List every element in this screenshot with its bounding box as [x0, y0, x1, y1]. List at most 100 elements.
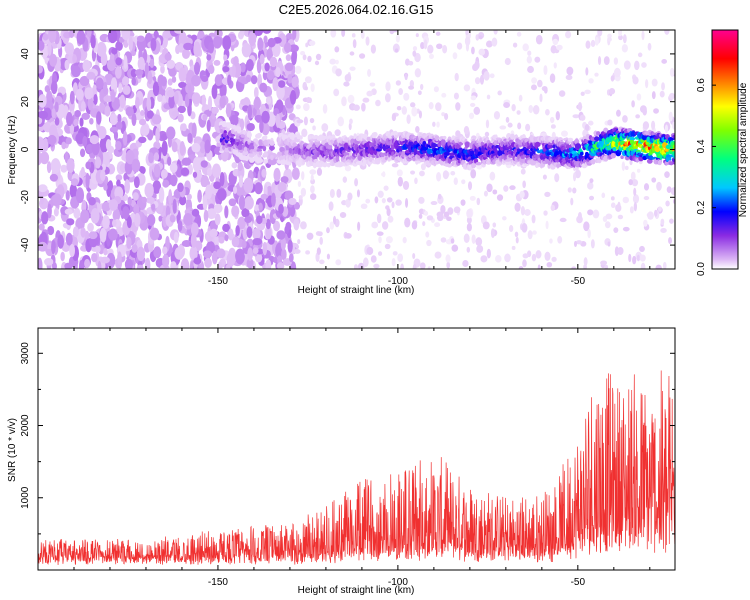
heatmap-cell [450, 170, 456, 176]
heatmap-cell [200, 160, 208, 168]
heatmap-cell [489, 73, 495, 79]
heatmap-cell [341, 30, 346, 37]
heatmap-cell [211, 250, 218, 265]
heatmap-cell [442, 170, 449, 180]
heatmap-cell [181, 240, 192, 247]
heatmap-cell [429, 53, 434, 60]
heatmap-cell [271, 192, 276, 207]
heatmap-cell [140, 109, 145, 117]
heatmap-cell [257, 37, 264, 52]
heatmap-cell [151, 203, 156, 211]
heatmap-cell [329, 58, 336, 65]
heatmap-cell [102, 81, 108, 95]
heatmap-cell [284, 62, 294, 72]
heatmap-cell [265, 226, 272, 240]
heatmap-cell [641, 30, 645, 41]
heatmap-cell [167, 78, 173, 86]
heatmap-cell [38, 257, 43, 269]
heatmap-cell [304, 86, 308, 91]
heatmap-cell [97, 126, 107, 139]
heatmap-cell [253, 96, 261, 111]
heatmap-cell [539, 93, 543, 103]
heatmap-cell [47, 225, 55, 236]
colorbar-axes: 0.0 0.2 0.4 0.6 [696, 78, 716, 276]
heatmap-cell [280, 236, 286, 251]
heatmap-cell [490, 228, 495, 239]
heatmap-cell [190, 111, 196, 120]
heatmap-cell [347, 94, 355, 104]
heatmap-cell [119, 94, 126, 109]
chart-title: C2E5.2026.064.02.16.G15 [279, 2, 434, 17]
heatmap-cell [309, 118, 315, 124]
heatmap-cell [115, 140, 122, 151]
heatmap-cell [464, 141, 470, 148]
heatmap-cell [462, 259, 469, 268]
heatmap-cell [47, 203, 52, 219]
heatmap-cell [470, 102, 476, 108]
heatmap-cell [202, 195, 208, 211]
heatmap-cell [502, 216, 507, 221]
heatmap-cell [391, 113, 397, 122]
heatmap-cell [292, 142, 297, 147]
heatmap-cell [65, 232, 73, 246]
heatmap-cell [133, 203, 140, 215]
heatmap-cell [537, 79, 543, 88]
heatmap-cell [224, 234, 229, 242]
heatmap-cell [147, 65, 157, 72]
heatmap-cell [519, 190, 525, 199]
heatmap-cell [41, 211, 49, 225]
heatmap-cell [309, 40, 316, 46]
heatmap-cell [87, 222, 94, 232]
heatmap-cell [60, 164, 68, 173]
heatmap-cell [275, 67, 281, 78]
heatmap-cell [78, 259, 85, 269]
y-tick-label: 2000 [20, 414, 31, 437]
heatmap-cell [284, 190, 294, 201]
heatmap-cell [38, 241, 48, 252]
heatmap-cell [213, 203, 223, 214]
heatmap-cell [95, 245, 101, 253]
colorbar-gradient [711, 29, 739, 270]
heatmap-cell [647, 42, 652, 51]
heatmap-cell [117, 251, 122, 266]
heatmap-cell [146, 96, 152, 112]
heatmap-cell [613, 57, 619, 65]
heatmap-cell [453, 92, 459, 100]
heatmap-cell [244, 216, 253, 223]
heatmap-cell [441, 112, 446, 117]
heatmap-cell [391, 163, 399, 168]
heatmap-cell [413, 148, 418, 154]
heatmap-cell [432, 121, 436, 127]
heatmap-cell [103, 95, 113, 103]
heatmap-cell [394, 48, 399, 53]
heatmap-cell [445, 254, 451, 263]
heatmap-cell [65, 137, 72, 145]
heatmap-cell [484, 131, 490, 137]
heatmap-cell [550, 116, 555, 124]
heatmap-cell [373, 263, 380, 269]
heatmap-cell [241, 42, 252, 58]
heatmap-cell [361, 102, 366, 112]
heatmap-cell [401, 106, 408, 115]
heatmap-cell [275, 113, 281, 128]
heatmap-cell [396, 169, 403, 177]
heatmap-cell [280, 176, 289, 184]
heatmap-cell [80, 166, 86, 179]
heatmap-cell [440, 139, 446, 146]
heatmap-cell [126, 216, 132, 229]
heatmap-cell [618, 30, 623, 37]
heatmap-cell [301, 128, 308, 138]
heatmap-cell [468, 181, 473, 191]
heatmap-cell [395, 199, 402, 206]
heatmap-cell [528, 105, 534, 114]
heatmap-cell [285, 221, 292, 231]
heatmap-cell [301, 171, 305, 181]
heatmap-cell [358, 160, 362, 166]
heatmap-cell [344, 232, 352, 239]
heatmap-cell [248, 153, 255, 158]
colorbar: 0.0 0.2 0.4 0.6 Normalized spectral amplitu… [696, 29, 749, 276]
heatmap-cell [319, 236, 323, 245]
heatmap-cell [113, 130, 119, 141]
heatmap-cell [161, 140, 168, 157]
heatmap-cell [411, 220, 418, 230]
